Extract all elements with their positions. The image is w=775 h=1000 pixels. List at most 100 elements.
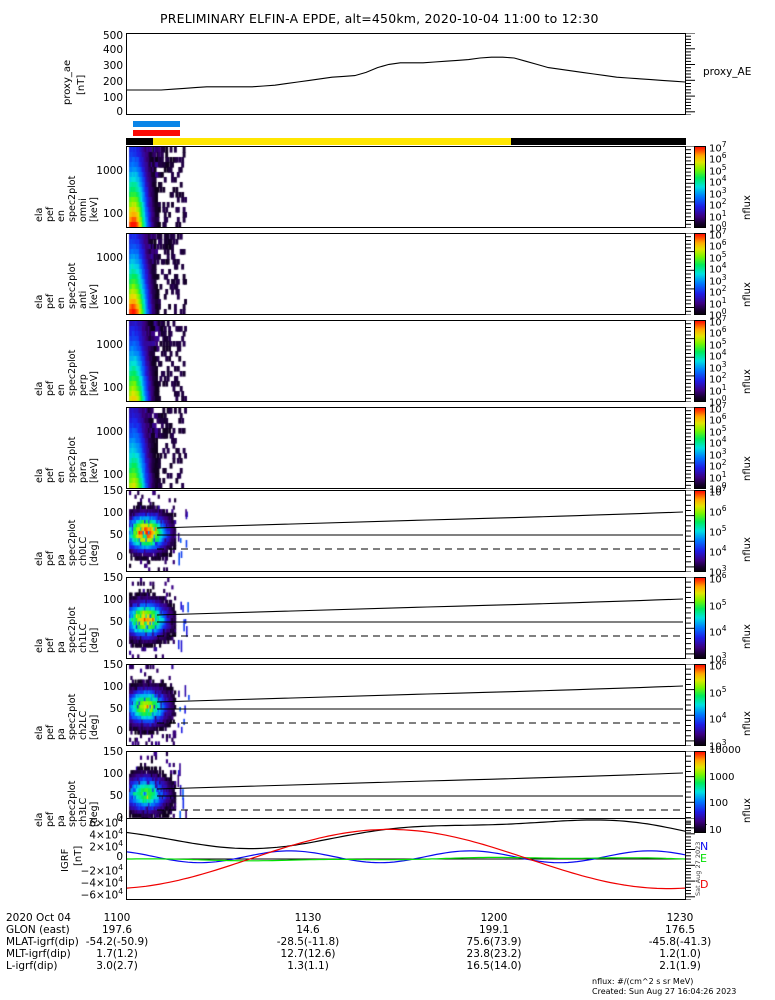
pa-0-colorbar-tick-4: 103 <box>709 564 727 579</box>
bottom-col0-mlt: 1.7(1.2) <box>96 948 138 960</box>
pa-2-colorbar <box>694 664 706 746</box>
pa-1-colorbar-unit: nflux <box>742 624 753 649</box>
pa-panel-3-ytick-0: 150 <box>102 746 123 758</box>
ae-panel-plot <box>127 34 685 114</box>
pa-1-colorbar-tick-3: 103 <box>709 651 727 666</box>
ae-ytick-0: 0 <box>116 106 123 118</box>
spec-panel-2-right-ticks <box>686 320 695 402</box>
spec-panel-3-ylabel-0: ela <box>34 468 45 483</box>
bottom-row-label-0: 2020 Oct 04 <box>6 912 71 924</box>
spec-panel-0-right-ticks <box>686 146 695 228</box>
spec-panel-3-ytick-100: 100 <box>102 469 123 481</box>
pa-2-colorbar-tick-0: 106 <box>709 658 727 673</box>
pa-0-colorbar-tick-3: 104 <box>709 544 727 559</box>
pa-panel-0-ylabel-1: pef <box>45 550 56 566</box>
igrf-ytick-4: −2×104 <box>80 863 123 878</box>
spec-panel-1-plot <box>127 234 685 314</box>
pa-2-colorbar-tick-3: 103 <box>709 738 727 753</box>
spec-3-colorbar-tick-0: 107 <box>709 401 727 416</box>
pa-panel-3-ytick-2: 50 <box>109 790 123 802</box>
ae-ytick-500: 500 <box>102 30 123 42</box>
spec-0-colorbar-tick-0: 107 <box>709 140 727 155</box>
spec-panel-3-ylabel-3: spec2plot <box>67 436 78 483</box>
pa-panel-0-plot <box>127 491 685 571</box>
pa-panel-3-ylabel-1: pef <box>45 811 56 827</box>
footer-created: Created: Sun Aug 27 16:04:26 2023 <box>592 987 737 996</box>
spec-panel-2-ylabel-2: en <box>56 384 67 396</box>
pa-panel-1-right-ticks <box>686 577 695 659</box>
igrf-ytick-6: −6×104 <box>80 887 123 902</box>
ae-ylabel: proxy_ae <box>62 59 73 105</box>
spec-panel-0-plot <box>127 147 685 227</box>
pa-panel-0-ytick-3: 0 <box>116 551 123 563</box>
pa-2-colorbar-unit: nflux <box>742 711 753 736</box>
status-bar-blue <box>133 121 180 127</box>
spec-0-colorbar-tick-3: 104 <box>709 174 727 189</box>
bottom-col1-glon: 14.6 <box>296 924 320 936</box>
spec-panel-0-ylabel-3: spec2plot <box>67 175 78 222</box>
pa-1-colorbar-tick-2: 104 <box>709 624 727 639</box>
bottom-col2-glon: 199.1 <box>478 924 510 936</box>
bottom-col0-glon: 197.6 <box>101 924 133 936</box>
pa-panel-1-ytick-3: 0 <box>116 638 123 650</box>
pa-0-colorbar-unit: nflux <box>742 537 753 562</box>
spec-0-colorbar-tick-5: 102 <box>709 197 727 212</box>
spec-3-colorbar-tick-7: 100 <box>709 481 727 496</box>
spec-3-colorbar-tick-6: 101 <box>709 469 727 484</box>
pa-panel-1-ylabel-3: spec2plot <box>67 606 78 653</box>
pa-0-colorbar-tick-0: 107 <box>709 484 727 499</box>
igrf-ytick-2: 2×104 <box>89 839 123 854</box>
spec-2-colorbar-tick-4: 103 <box>709 359 727 375</box>
pa-panel-1-plot <box>127 578 685 658</box>
bottom-col3-l: 2.1(1.9) <box>659 960 701 972</box>
footer-nflux-units: nflux: #/(cm^2 s sr MeV) <box>592 977 694 986</box>
spec-1-colorbar-tick-3: 104 <box>709 261 727 276</box>
spec-panel-0-ytick-100: 100 <box>102 208 123 220</box>
pa-1-colorbar-tick-1: 105 <box>709 597 727 612</box>
bottom-col1-l: 1.3(1.1) <box>287 960 329 972</box>
bottom-col3-mlat: -45.8(-41.3) <box>648 936 712 948</box>
pa-panel-2-ylabel-2: pa <box>56 728 67 740</box>
spec-3-colorbar-tick-3: 104 <box>709 435 727 450</box>
pa-3-colorbar <box>694 751 706 833</box>
pa-panel-1-ylabel-0: ela <box>34 638 45 653</box>
pa-3-colorbar-tick-0: 10000 <box>709 745 741 756</box>
igrf-legend-D: D <box>700 878 709 891</box>
pa-3-colorbar-tick-1: 1000 <box>709 771 735 783</box>
spec-3-colorbar-tick-5: 102 <box>709 458 727 473</box>
igrf-ylabel: IGRF <box>60 848 71 872</box>
spec-2-colorbar-tick-5: 102 <box>709 371 727 386</box>
spec-panel-3-ytick-1000: 1000 <box>96 426 123 438</box>
pa-0-colorbar-tick-2: 105 <box>709 524 727 539</box>
pa-panel-2-ytick-3: 0 <box>116 725 123 737</box>
spec-0-colorbar-tick-6: 101 <box>709 208 727 223</box>
pa-panel-2-ylabel-1: pef <box>45 724 56 740</box>
spec-panel-2-ylabel-3: spec2plot <box>67 349 78 396</box>
pa-2-colorbar-tick-1: 105 <box>709 684 727 699</box>
spec-panel-1-ylabel-3: spec2plot <box>67 262 78 309</box>
bottom-row-label-1: GLON (east) <box>6 924 70 936</box>
pa-panel-3-ytick-3: 0 <box>116 812 123 824</box>
spec-3-colorbar-unit: nflux <box>742 456 753 481</box>
igrf-panel-plot <box>127 819 685 899</box>
spec-2-colorbar-unit: nflux <box>742 369 753 394</box>
spec-panel-1-ylabel-0: ela <box>34 294 45 309</box>
spec-0-colorbar-tick-7: 100 <box>709 220 727 235</box>
pa-panel-0-ylabel-2: pa <box>56 554 67 566</box>
bottom-col2-mlat: 75.6(73.9) <box>466 936 522 948</box>
spec-panel-1-right-ticks <box>686 233 695 315</box>
pa-panel-2-plot <box>127 665 685 745</box>
pa-0-colorbar-tick-1: 106 <box>709 504 727 519</box>
pa-panel-1-ytick-1: 100 <box>102 594 123 606</box>
spec-1-colorbar-tick-1: 106 <box>709 238 727 253</box>
igrf-ytick-5: −4×104 <box>80 875 123 890</box>
pa-panel-3-ylabel-0: ela <box>34 812 45 827</box>
pa-panel-2-right-ticks <box>686 664 695 746</box>
spec-0-colorbar-tick-4: 103 <box>709 185 727 201</box>
igrf-right-ticks <box>686 818 696 900</box>
pa-3-colorbar-unit: nflux <box>742 798 753 823</box>
ae-legend: proxy_AE <box>703 66 752 78</box>
spec-panel-1-ytick-100: 100 <box>102 295 123 307</box>
pa-1-colorbar-tick-0: 106 <box>709 571 727 586</box>
pa-panel-0-ylabel-0: ela <box>34 551 45 566</box>
